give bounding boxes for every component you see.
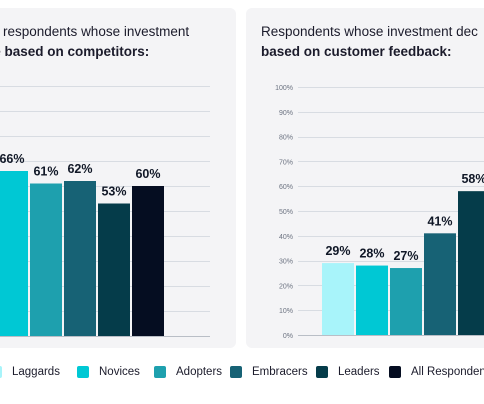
y-tick-label: 0% <box>283 333 293 340</box>
bar-all-respondents <box>132 186 164 336</box>
bars: 29% 28% 27% 41% 58% <box>322 172 484 335</box>
data-label-leaders: 58% <box>461 172 484 186</box>
legend-label: Laggards <box>12 366 60 378</box>
legend-swatch <box>316 366 328 378</box>
data-label-novices: 66% <box>0 152 25 166</box>
legend-swatch <box>77 366 89 378</box>
y-tick-label: 30% <box>279 259 293 266</box>
legend-item-novices: Novices <box>77 360 140 384</box>
chart-title-line-2: re based on competitors: <box>0 44 150 59</box>
legend-label: Leaders <box>338 366 380 378</box>
chart-title-line-1: of respondents whose investment <box>0 24 190 39</box>
bar-leaders <box>98 203 130 336</box>
data-label-leaders: 53% <box>101 185 126 199</box>
y-tick-label: 50% <box>279 209 293 216</box>
bar-laggards <box>322 263 354 335</box>
bar-leaders <box>458 191 484 335</box>
y-tick-label: 60% <box>279 184 293 191</box>
data-label-adopters: 27% <box>393 249 418 263</box>
bar-chart-customer-feedback: 0%10%20%30%40%50%60%70%80%90%100%29% 28% 2… <box>275 85 484 340</box>
chart-title-line-1: Respondents whose investment dec <box>261 24 478 39</box>
legend-swatch <box>0 366 2 378</box>
legend-swatch <box>230 366 242 378</box>
bar-adopters <box>30 183 62 336</box>
data-label-all-respondents: 60% <box>135 167 160 181</box>
y-tick-label: 90% <box>279 110 293 117</box>
bar-novices <box>0 171 28 336</box>
bar-chart-competitors: 3%66%61%62%53%60% <box>0 86 210 337</box>
chart-title-competitors: of respondents whose investment re based… <box>0 22 189 62</box>
chart-panel-customer-feedback: Respondents whose investment dec based o… <box>246 8 484 348</box>
legend-item-laggards: Laggards <box>0 360 60 384</box>
y-tick-label: 80% <box>279 135 293 142</box>
legend-label: All Respondent <box>411 366 484 378</box>
data-label-embracers: 62% <box>67 162 92 176</box>
chart-title-customer-feedback: Respondents whose investment dec based o… <box>261 22 478 62</box>
legend-item-adopters: Adopters <box>154 360 222 384</box>
y-tick-label: 10% <box>279 308 293 315</box>
legend-swatch <box>389 366 401 378</box>
bar-adopters <box>390 268 422 335</box>
data-label-novices: 28% <box>359 247 384 261</box>
legend-swatch <box>154 366 166 378</box>
legend-item-all-respondents: All Respondent <box>389 360 484 384</box>
chart-legend: Laggards Novices Adopters Embracers Lead… <box>0 360 484 384</box>
data-label-adopters: 61% <box>33 165 58 179</box>
data-label-laggards: 29% <box>325 244 350 258</box>
y-tick-label: 20% <box>279 283 293 290</box>
legend-item-leaders: Leaders <box>316 360 380 384</box>
legend-label: Embracers <box>252 366 308 378</box>
bar-embracers <box>64 181 96 336</box>
y-tick-label: 100% <box>275 85 293 92</box>
legend-label: Novices <box>99 366 140 378</box>
legend-label: Adopters <box>176 366 223 378</box>
chart-title-line-2: based on customer feedback: <box>261 44 452 59</box>
y-tick-label: 70% <box>279 159 293 166</box>
y-axis-ticks: 0% 10% 20% 30% 40% 50% 60% 70% 80% 90% 100% <box>275 85 293 340</box>
legend-item-embracers: Embracers <box>230 360 308 384</box>
chart-panel-competitors: of respondents whose investment re based… <box>0 8 236 348</box>
bars: 3%66%61%62%53%60% <box>0 152 164 336</box>
bar-embracers <box>424 233 456 335</box>
bar-novices <box>356 265 388 335</box>
data-label-embracers: 41% <box>427 214 452 228</box>
y-tick-label: 40% <box>279 234 293 241</box>
